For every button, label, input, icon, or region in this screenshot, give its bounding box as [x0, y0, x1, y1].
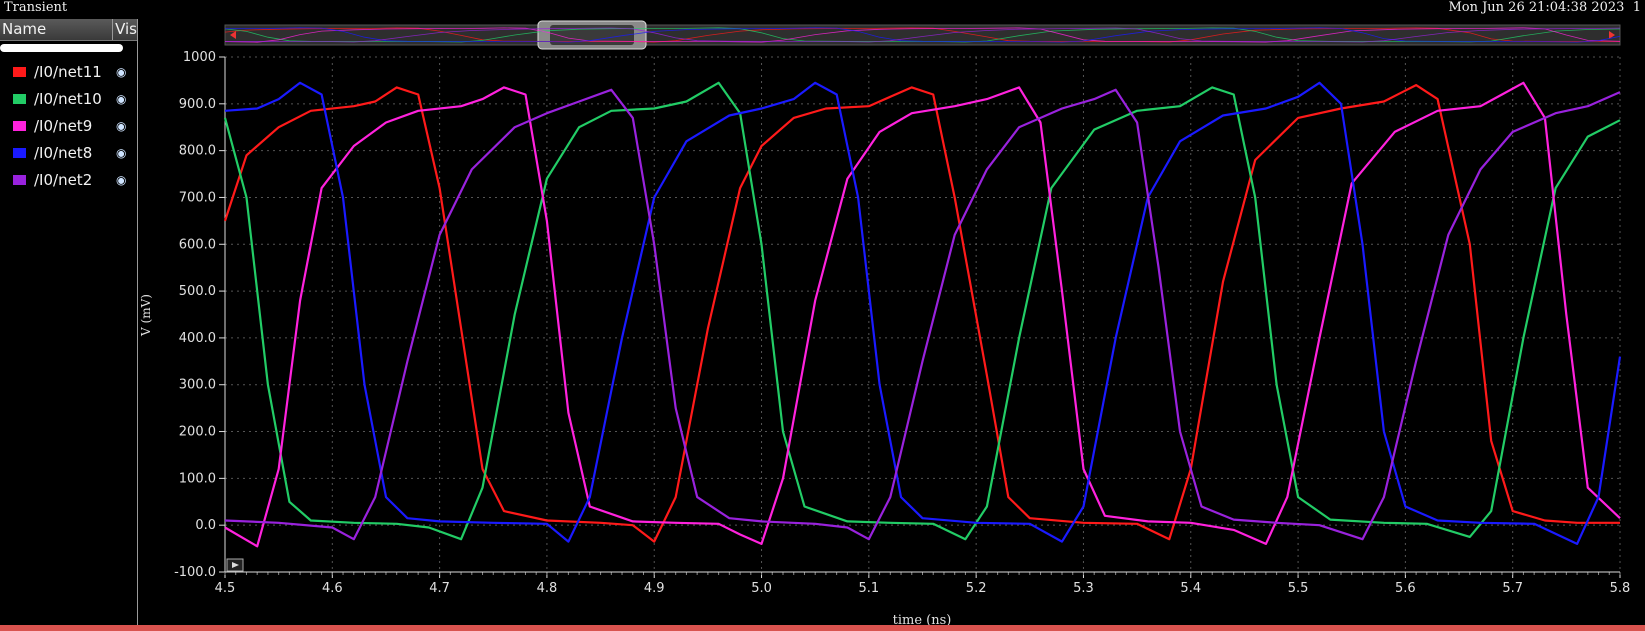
chart-axes: 1000 900.0 800.0 700.0 600.0 500.0 400.0 300.0 2… — [174, 50, 1630, 596]
x-tick-label: 5.4 — [1180, 581, 1201, 596]
legend-panel-header: Name Vis — [0, 19, 137, 41]
trace-net10 — [223, 81, 1621, 541]
eye-icon[interactable]: ◉ — [116, 118, 127, 133]
x-tick-label: 5.3 — [1073, 581, 1094, 596]
status-strip — [0, 625, 1645, 631]
y-tick-label: 100.0 — [179, 471, 216, 486]
overview-trace — [224, 27, 1621, 43]
x-tick-label: 5.2 — [966, 581, 987, 596]
window-title: Transient — [4, 0, 68, 15]
y-tick-label: 1000 — [183, 50, 216, 65]
datetime-label: Mon Jun 26 21:04:38 2023 1 — [1448, 0, 1641, 15]
overview-right-arrow-icon — [1609, 31, 1615, 39]
y-axis-label: V (mV) — [139, 294, 153, 337]
legend-item[interactable]: /I0/net11 ◉ — [0, 58, 137, 85]
legend-label: /I0/net8 — [34, 143, 93, 162]
x-tick-label: 5.7 — [1502, 581, 1523, 596]
trace-net11 — [223, 84, 1620, 543]
play-icon — [232, 562, 239, 568]
x-tick-label: 5.0 — [751, 581, 772, 596]
trace-net2 — [224, 88, 1621, 541]
x-axis-label: time (ns) — [893, 613, 952, 628]
page-number: 1 — [1632, 0, 1641, 15]
overview-scrollbar[interactable] — [224, 20, 1621, 50]
y-tick-label: -100.0 — [174, 565, 216, 580]
x-tick-label: 4.6 — [322, 581, 343, 596]
eye-icon[interactable]: ◉ — [116, 145, 127, 160]
legend-swatch — [13, 66, 26, 77]
legend-label: /I0/net11 — [34, 62, 102, 81]
legend-scrollbar[interactable] — [0, 44, 123, 52]
y-tick-label: 400.0 — [179, 331, 216, 346]
legend-item[interactable]: /I0/net8 ◉ — [0, 139, 137, 166]
legend-list: /I0/net11 ◉ /I0/net10 ◉ /I0/net9 ◉ /I0/n… — [0, 58, 137, 193]
eye-icon[interactable]: ◉ — [116, 91, 127, 106]
trace-net9 — [224, 81, 1621, 548]
y-tick-label: 0.0 — [195, 518, 216, 533]
eye-icon[interactable]: ◉ — [116, 64, 127, 79]
legend-item[interactable]: /I0/net9 ◉ — [0, 112, 137, 139]
x-tick-label: 5.8 — [1610, 581, 1631, 596]
y-tick-label: 700.0 — [179, 190, 216, 205]
overview-left-arrow-icon — [230, 31, 236, 39]
x-tick-label: 4.9 — [644, 581, 665, 596]
chart-traces — [223, 81, 1622, 548]
x-tick-label: 4.8 — [537, 581, 558, 596]
x-tick-label: 5.5 — [1288, 581, 1309, 596]
overview-trace — [224, 27, 1620, 43]
legend-swatch — [13, 120, 26, 131]
overview-trace — [224, 27, 1621, 43]
eye-icon[interactable]: ◉ — [116, 172, 127, 187]
y-tick-label: 900.0 — [179, 97, 216, 112]
x-tick-label: 4.7 — [429, 581, 450, 596]
y-tick-label: 800.0 — [179, 144, 216, 159]
legend-label: /I0/net9 — [34, 116, 93, 135]
y-tick-label: 600.0 — [179, 237, 216, 252]
datetime-text: Mon Jun 26 21:04:38 2023 — [1448, 0, 1625, 15]
y-tick-label: 500.0 — [179, 284, 216, 299]
legend-label: /I0/net10 — [34, 89, 102, 108]
x-tick-label: 5.6 — [1395, 581, 1416, 596]
y-tick-label: 200.0 — [179, 425, 216, 440]
legend-panel: Name Vis /I0/net11 ◉ /I0/net10 ◉ /I0/net… — [0, 19, 138, 625]
y-tick-label: 300.0 — [179, 378, 216, 393]
legend-item[interactable]: /I0/net10 ◉ — [0, 85, 137, 112]
trace-net8 — [224, 81, 1622, 545]
legend-swatch — [13, 147, 26, 158]
legend-label: /I0/net2 — [34, 170, 93, 189]
legend-item[interactable]: /I0/net2 ◉ — [0, 166, 137, 193]
vis-column-header[interactable]: Vis — [115, 20, 137, 38]
legend-swatch — [13, 93, 26, 104]
x-tick-label: 4.5 — [215, 581, 236, 596]
name-column-header[interactable]: Name — [0, 19, 114, 40]
chart-grid — [224, 56, 1621, 573]
legend-swatch — [13, 174, 26, 185]
overview-trace — [224, 27, 1621, 43]
x-tick-label: 5.1 — [859, 581, 880, 596]
